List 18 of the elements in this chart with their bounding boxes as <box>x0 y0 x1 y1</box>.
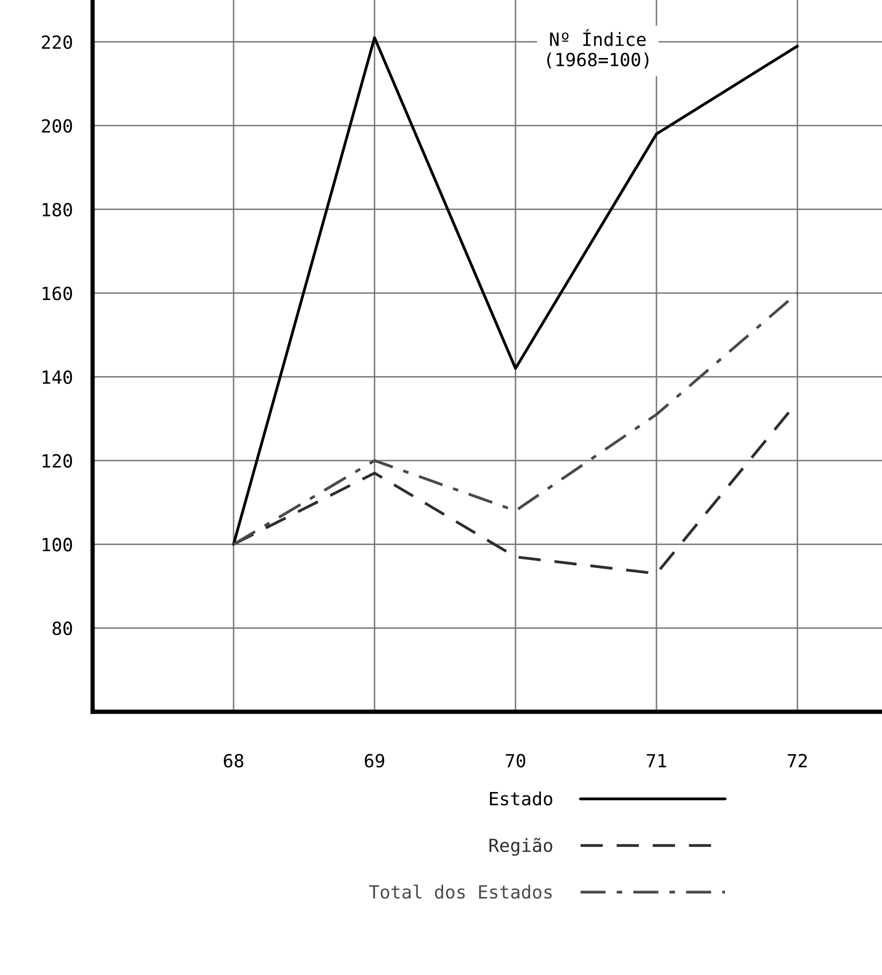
y-tick-label: 80 <box>52 622 72 636</box>
y-tick-label: 100 <box>42 538 72 552</box>
y-tick-label: 220 <box>42 35 72 50</box>
text: Total dos Estados <box>369 884 552 899</box>
x-tick-label: 69 <box>364 754 384 768</box>
line-series <box>232 292 799 546</box>
text: Região <box>490 838 552 856</box>
y-tick-label: 120 <box>42 454 72 468</box>
y-tick-label: 140 <box>42 370 72 384</box>
annotation: Nº Índice (1968=100) <box>547 29 648 69</box>
y-tick-label: 160 <box>42 286 72 300</box>
y-tick-label: 180 <box>42 202 72 217</box>
x-tick-label: 71 <box>646 754 666 768</box>
y-tick-label: 200 <box>42 119 72 133</box>
x-tick-label: 68 <box>224 754 244 768</box>
text: Estado <box>490 791 552 806</box>
x-tick-label: 72 <box>788 754 807 768</box>
x-tick-label: 70 <box>506 754 526 768</box>
